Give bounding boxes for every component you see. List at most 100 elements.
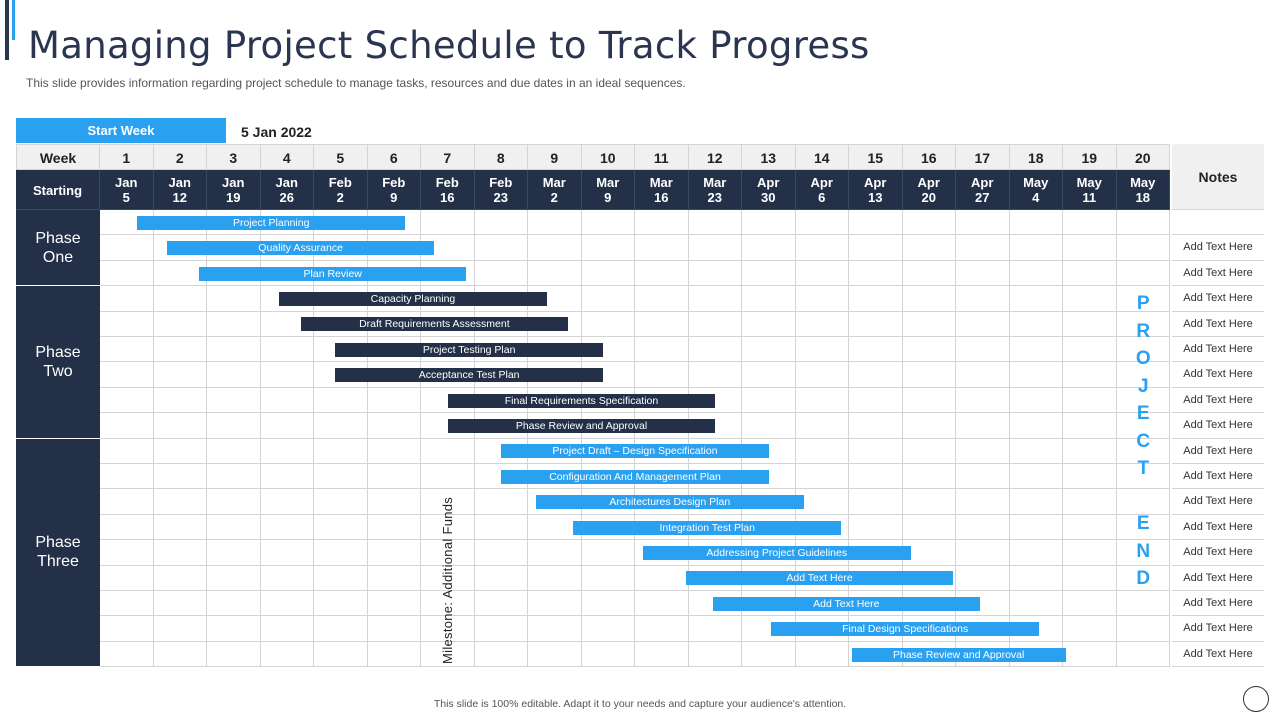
note-cell[interactable]: Add Text Here	[1172, 388, 1264, 414]
grid-cell	[956, 362, 1010, 388]
grid-cell	[474, 489, 528, 515]
grid-cell	[367, 489, 421, 515]
task-bar[interactable]: Quality Assurance	[166, 241, 435, 256]
week-number: 2	[153, 144, 207, 170]
note-cell[interactable]: Add Text Here	[1172, 312, 1264, 337]
grid-cell	[1116, 311, 1170, 337]
grid-cell	[314, 464, 368, 490]
grid-cell	[1116, 616, 1170, 642]
grid-cell	[421, 540, 475, 566]
grid-cell	[849, 210, 903, 236]
week-start-date: Mar 16	[635, 170, 689, 210]
week-number: 20	[1116, 144, 1170, 170]
grid-cell	[474, 565, 528, 591]
date-month: Feb	[489, 175, 513, 190]
grid-cell	[1009, 540, 1063, 566]
note-cell[interactable]: Add Text Here	[1172, 464, 1264, 490]
grid-cell	[260, 641, 314, 668]
grid-cell	[688, 286, 742, 312]
grid-cell	[100, 514, 154, 541]
grid-cell	[153, 311, 207, 337]
task-bar[interactable]: Phase Review and Approval	[851, 647, 1066, 662]
grid-cell	[581, 362, 635, 388]
date-day: 16	[440, 190, 455, 205]
grid-cell	[1116, 337, 1170, 363]
grid-cell	[314, 591, 368, 617]
grid-cell	[1116, 464, 1170, 490]
task-bar[interactable]: Phase Review and Approval	[447, 418, 716, 433]
grid-cell	[635, 591, 689, 617]
note-cell[interactable]: Add Text Here	[1172, 337, 1264, 363]
project-end-letter: P	[1136, 293, 1150, 314]
grid-cell	[902, 337, 956, 363]
task-bar[interactable]: Addressing Project Guidelines	[643, 545, 911, 560]
week-start-date: Apr 30	[742, 170, 796, 210]
grid-cell	[795, 489, 849, 515]
grid-cell	[1116, 591, 1170, 617]
date-month: Apr	[971, 175, 994, 190]
task-bar[interactable]: Project Testing Plan	[335, 342, 603, 357]
date-day: 30	[761, 190, 776, 205]
week-number: 16	[902, 144, 956, 170]
week-start-date: Apr 20	[902, 170, 956, 210]
grid-cell	[902, 362, 956, 388]
grid-cell	[1063, 362, 1117, 388]
grid-cell	[528, 286, 582, 312]
note-cell[interactable]: Add Text Here	[1172, 616, 1264, 642]
grid-cell	[528, 591, 582, 617]
note-cell[interactable]: Add Text Here	[1172, 261, 1264, 287]
task-bar[interactable]: Draft Requirements Assessment	[300, 317, 569, 332]
note-cell[interactable]	[1172, 210, 1264, 236]
task-bar[interactable]: Final Requirements Specification	[447, 393, 716, 408]
grid-cell	[742, 210, 796, 236]
week-number: 10	[581, 144, 635, 170]
grid-cell	[314, 413, 368, 439]
task-bar[interactable]: Add Text Here	[685, 571, 954, 586]
grid-cell	[100, 311, 154, 337]
task-bar[interactable]: Acceptance Test Plan	[335, 368, 603, 383]
milestone-label: Milestone: Additional Funds	[440, 497, 455, 665]
grid-cell	[100, 591, 154, 617]
task-bar[interactable]: Final Design Specifications	[771, 622, 1039, 637]
task-bar[interactable]: Capacity Planning	[279, 291, 547, 306]
task-bar[interactable]: Integration Test Plan	[573, 520, 841, 535]
note-cell[interactable]: Add Text Here	[1172, 439, 1264, 464]
note-cell[interactable]: Add Text Here	[1172, 413, 1264, 439]
date-day: 9	[604, 190, 612, 205]
grid-cell	[1009, 438, 1063, 464]
note-cell[interactable]: Add Text Here	[1172, 362, 1264, 388]
week-start-date: Jan 5	[100, 170, 154, 210]
grid-cell	[314, 616, 368, 642]
grid-cell	[153, 413, 207, 439]
note-cell[interactable]: Add Text Here	[1172, 642, 1264, 668]
task-bar[interactable]: Architectures Design Plan	[536, 495, 804, 510]
note-cell[interactable]: Add Text Here	[1172, 515, 1264, 541]
grid-cell	[902, 235, 956, 261]
grid-cell	[795, 260, 849, 287]
grid-cell	[1009, 565, 1063, 591]
grid-cell	[314, 387, 368, 414]
note-cell[interactable]: Add Text Here	[1172, 286, 1264, 312]
note-cell[interactable]: Add Text Here	[1172, 591, 1264, 617]
note-cell[interactable]: Add Text Here	[1172, 566, 1264, 591]
grid-cell	[1116, 387, 1170, 414]
task-bar[interactable]: Plan Review	[198, 266, 467, 281]
grid-cell	[1009, 464, 1063, 490]
note-cell[interactable]: Add Text Here	[1172, 235, 1264, 261]
task-bar[interactable]: Project Draft – Design Specification	[501, 444, 769, 459]
grid-cell	[688, 311, 742, 337]
grid-cell	[742, 464, 796, 490]
note-cell[interactable]: Add Text Here	[1172, 540, 1264, 566]
task-bar[interactable]: Configuration And Management Plan	[501, 469, 769, 484]
grid-cell	[314, 514, 368, 541]
project-end-letter: R	[1136, 320, 1151, 342]
grid-cell	[688, 235, 742, 261]
grid-cell	[474, 235, 528, 261]
note-cell[interactable]: Add Text Here	[1172, 489, 1264, 515]
task-bar[interactable]: Project Planning	[137, 215, 405, 230]
grid-cell	[1063, 489, 1117, 515]
grid-cell	[795, 286, 849, 312]
grid-cell	[153, 286, 207, 312]
task-bar[interactable]: Add Text Here	[712, 596, 981, 611]
grid-cell	[1063, 260, 1117, 287]
